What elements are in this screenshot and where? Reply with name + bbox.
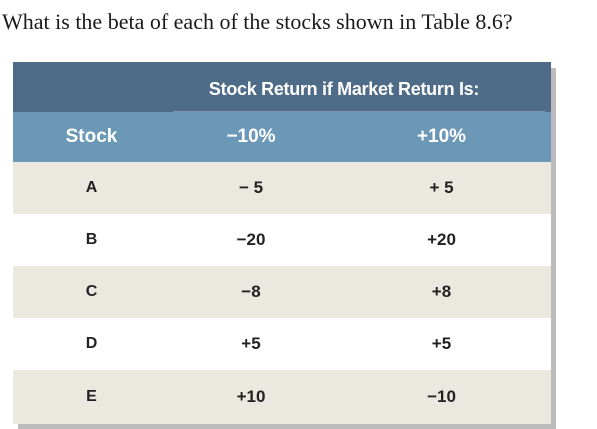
up-return-cell: +8 bbox=[431, 282, 452, 301]
question-text: What is the beta of each of the stocks s… bbox=[2, 9, 513, 34]
table-row: A − 5 + 5 bbox=[13, 162, 551, 214]
returns-table: Stock Return if Market Return Is: Stock … bbox=[13, 62, 551, 424]
table-spanning-header-row: Stock Return if Market Return Is: bbox=[13, 62, 551, 112]
down-return-cell: +10 bbox=[236, 387, 266, 406]
table-row: D +5 +5 bbox=[13, 318, 551, 370]
down-return-cell: −8 bbox=[241, 282, 261, 301]
stock-cell: E bbox=[86, 388, 97, 405]
table-row: B −20 +20 bbox=[13, 214, 551, 266]
up-return-cell: −10 bbox=[427, 387, 456, 406]
header-divider bbox=[173, 111, 545, 112]
table-row: C −8 +8 bbox=[13, 266, 551, 318]
stock-cell: A bbox=[85, 179, 98, 196]
column-header-minus-10: −10% bbox=[226, 126, 276, 147]
table-row: E +10 −10 bbox=[13, 370, 551, 424]
up-return-cell: +20 bbox=[427, 230, 456, 249]
up-return-cell: +5 bbox=[431, 334, 452, 353]
column-header-plus-10: +10% bbox=[416, 126, 467, 147]
column-header-stock: Stock bbox=[65, 126, 118, 147]
down-return-cell: +5 bbox=[241, 334, 261, 353]
down-return-cell: −20 bbox=[236, 230, 266, 249]
stock-cell: D bbox=[85, 335, 98, 352]
down-return-cell: − 5 bbox=[238, 178, 264, 197]
table-column-header-row: Stock −10% +10% bbox=[13, 112, 551, 162]
stock-cell: B bbox=[85, 231, 98, 248]
up-return-cell: + 5 bbox=[429, 178, 454, 197]
spanning-header-label: Stock Return if Market Return Is: bbox=[208, 79, 480, 99]
stock-cell: C bbox=[85, 283, 98, 300]
